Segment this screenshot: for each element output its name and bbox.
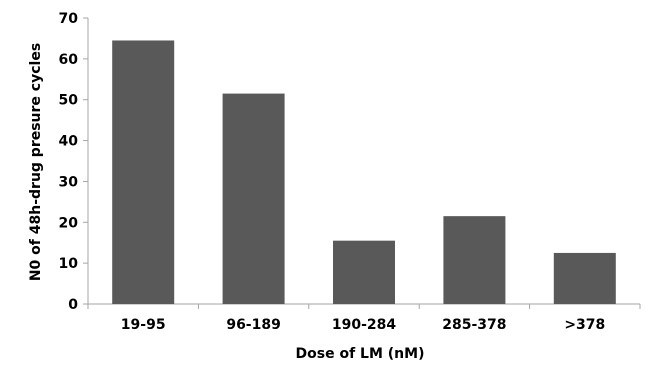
x-tick-label: 285-378: [442, 317, 506, 333]
y-axis: 0 10 20 30 40 50 60 70: [59, 11, 89, 313]
bar: [222, 93, 285, 304]
x-axis-title: Dose of LM (nM): [296, 346, 425, 362]
bar: [553, 252, 616, 304]
y-tick-label: 20: [59, 215, 79, 231]
x-tick-label: 190-284: [332, 317, 397, 333]
bar: [333, 240, 395, 304]
y-axis-title: N0 of 48h-drug presure cycles: [28, 43, 44, 281]
y-tick-label: 10: [59, 256, 79, 272]
bar: [112, 40, 175, 304]
bars: [112, 40, 616, 304]
x-tick-label: 96-189: [226, 317, 281, 333]
x-axis: 19-95 96-189 190-284 285-378 >378: [87, 303, 641, 333]
y-tick-label: 0: [68, 297, 78, 313]
y-tick-label: 70: [59, 11, 79, 27]
x-tick-label: 19-95: [121, 317, 166, 333]
bar: [443, 216, 506, 304]
x-tick-label: >378: [564, 317, 605, 333]
y-tick-label: 40: [59, 134, 79, 150]
y-tick-label: 30: [59, 174, 79, 190]
y-tick-label: 50: [59, 93, 79, 109]
y-tick-label: 60: [59, 52, 79, 68]
